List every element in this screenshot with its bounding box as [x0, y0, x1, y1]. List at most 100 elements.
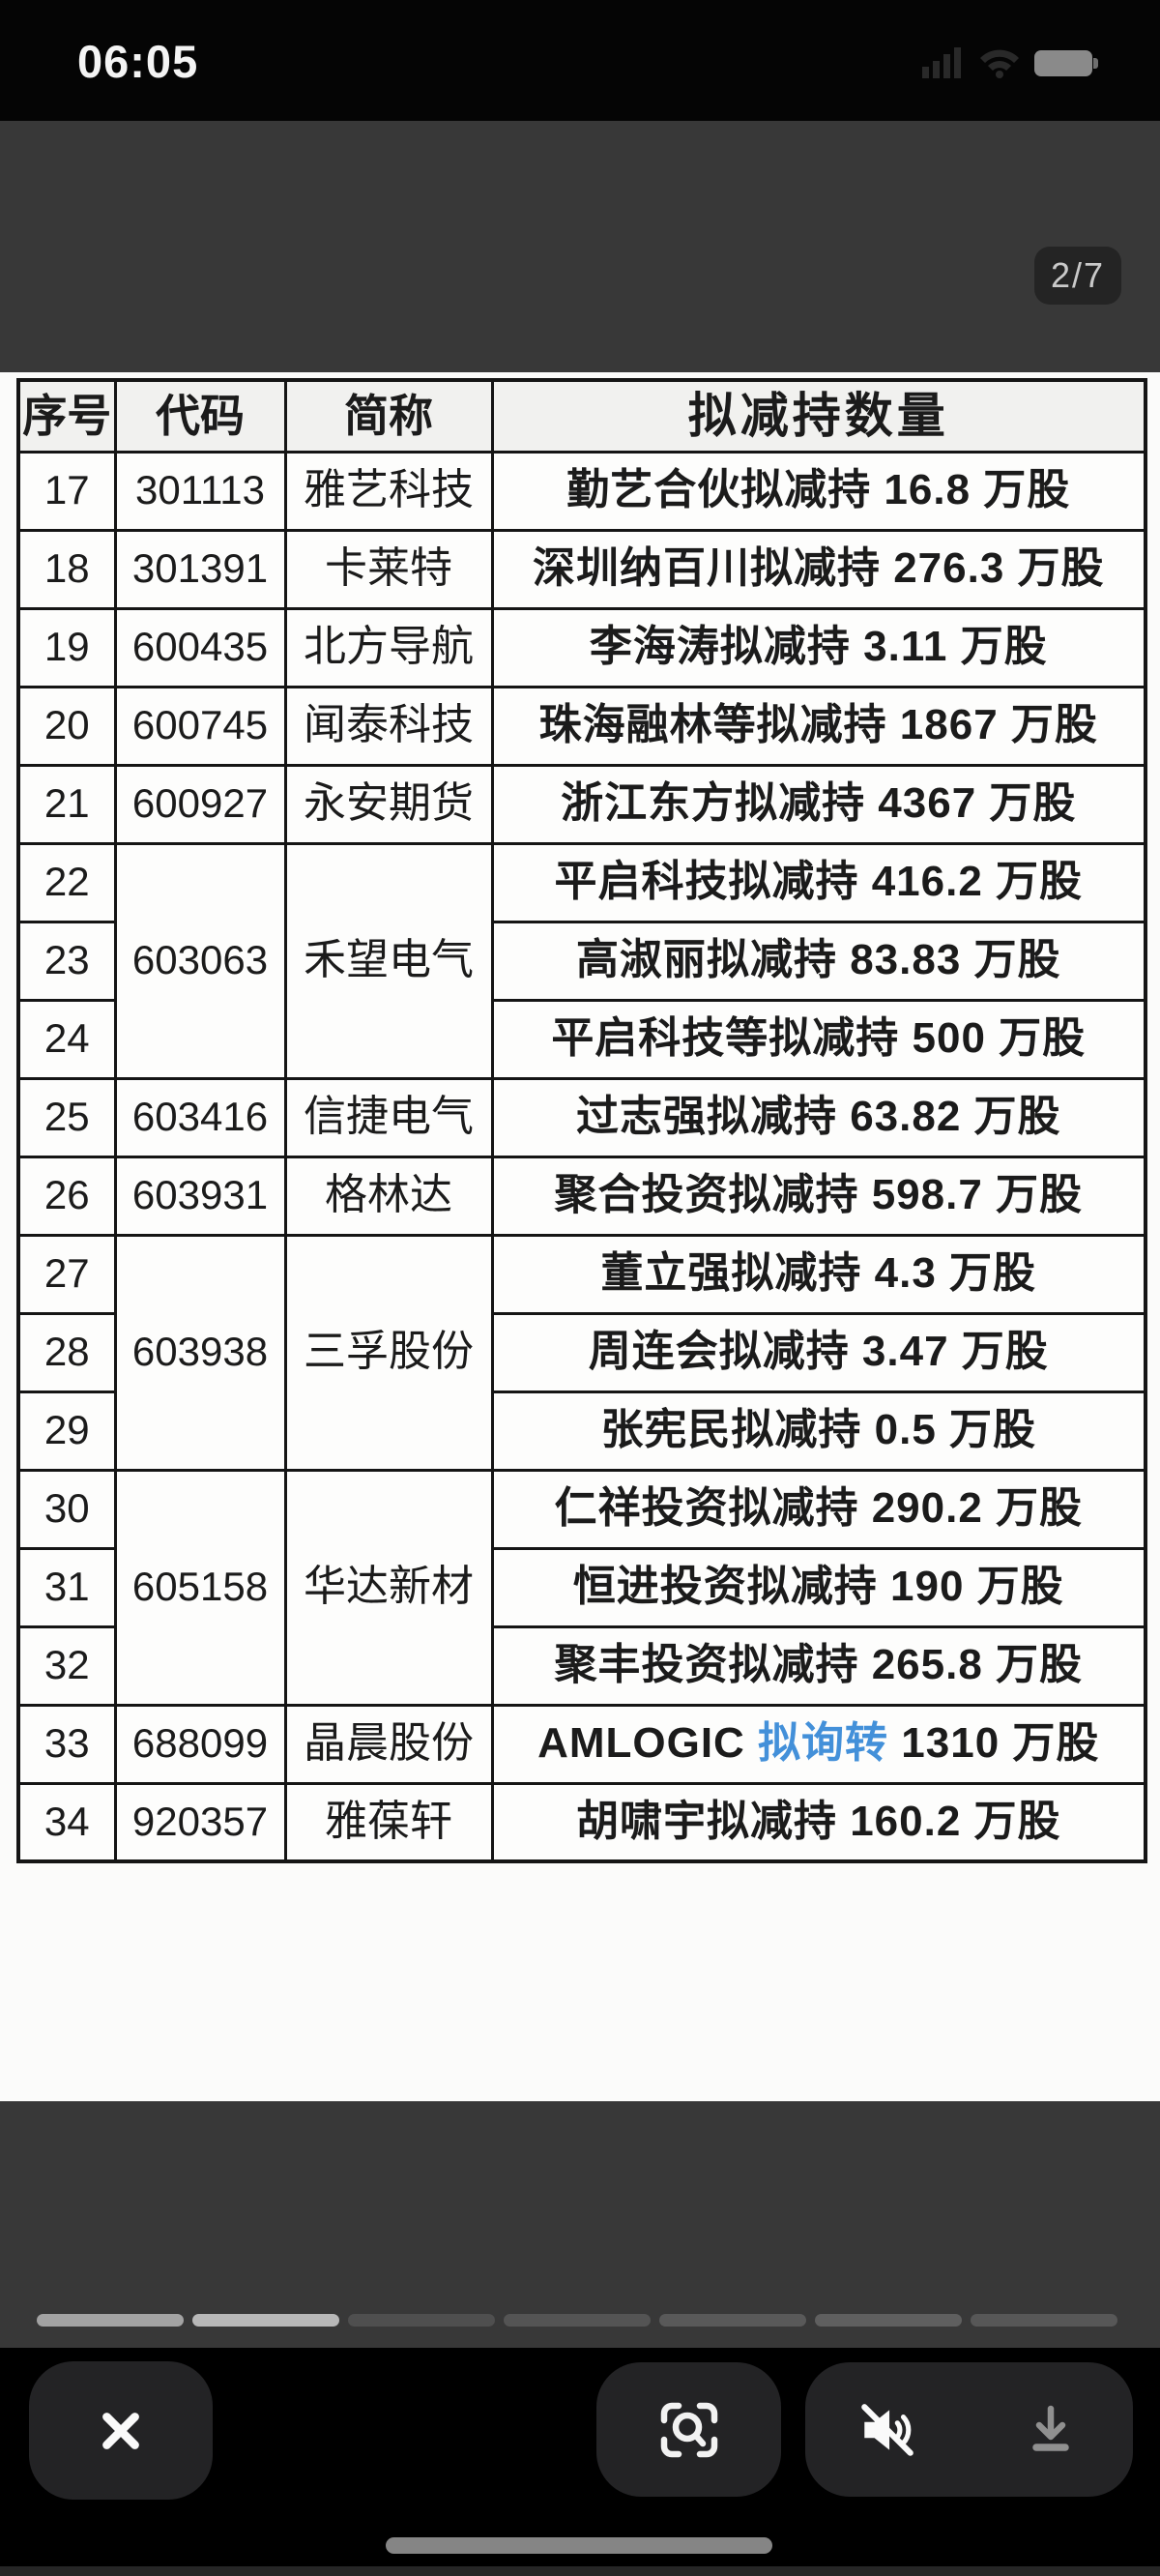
page-progress-segment[interactable] — [37, 2314, 184, 2327]
cell-code: 600745 — [113, 685, 287, 767]
cell-quantity: 勤艺合伙拟减持 16.8 万股 — [490, 450, 1147, 532]
table-row: 17 301113 雅艺科技 勤艺合伙拟减持 16.8 万股 — [16, 450, 1147, 532]
close-icon — [102, 2412, 139, 2449]
status-icons — [920, 39, 1098, 87]
cell-code-merged: 605158 — [113, 1468, 287, 1707]
cell-quantity: 珠海融林等拟减持 1867 万股 — [490, 685, 1147, 767]
battery-icon — [1034, 49, 1098, 76]
cell-code: 301391 — [113, 528, 287, 610]
bottom-control-bar — [0, 2348, 1160, 2576]
cell-quantity: 过志强拟减持 63.82 万股 — [490, 1076, 1147, 1158]
cell-code: 600435 — [113, 606, 287, 688]
table-row: 26 603931 格林达 聚合投资拟减持 598.7 万股 — [16, 1155, 1147, 1237]
wifi-icon — [980, 49, 1019, 78]
cell-code: 600927 — [113, 763, 287, 845]
cell-name: 闻泰科技 — [283, 685, 494, 767]
cell-seq: 32 — [16, 1625, 117, 1707]
cell-seq: 23 — [16, 920, 117, 1002]
cell-code-merged: 603938 — [113, 1233, 287, 1472]
table-row: 23 高淑丽拟减持 83.83 万股 — [16, 920, 1147, 1002]
status-bar: 06:05 — [0, 0, 1160, 121]
close-button[interactable] — [29, 2361, 213, 2500]
image-search-icon — [660, 2402, 717, 2457]
cell-quantity: 周连会拟减持 3.47 万股 — [490, 1311, 1147, 1393]
table-row: 32 聚丰投资拟减持 265.8 万股 — [16, 1625, 1147, 1707]
cell-quantity: 聚合投资拟减持 598.7 万股 — [490, 1155, 1147, 1237]
cell-seq: 31 — [16, 1546, 117, 1628]
page-progress — [37, 2314, 1117, 2327]
cell-seq: 17 — [16, 450, 117, 532]
cell-name: 永安期货 — [283, 763, 494, 845]
table-row: 24 平启科技等拟减持 500 万股 — [16, 998, 1147, 1080]
cell-seq: 19 — [16, 606, 117, 688]
table-row: 30 605158 华达新材 仁祥投资拟减持 290.2 万股 — [16, 1468, 1147, 1707]
cell-quantity: 聚丰投资拟减持 265.8 万股 — [490, 1625, 1147, 1707]
column-header-name: 简称 — [283, 378, 494, 454]
image-search-button[interactable] — [596, 2362, 781, 2497]
quantity-highlight-text: 拟询转 — [758, 1719, 889, 1768]
table-row: 31 恒进投资拟减持 190 万股 — [16, 1546, 1147, 1628]
media-actions-group — [805, 2362, 1133, 2497]
cell-quantity: 董立强拟减持 4.3 万股 — [490, 1233, 1147, 1315]
table-header-row: 序号 代码 简称 拟减持数量 — [16, 378, 1147, 454]
stock-table: 序号 代码 简称 拟减持数量 17 301113 雅艺科技 勤艺合伙拟减持 16… — [16, 378, 1147, 1863]
cell-code: 301113 — [113, 450, 287, 532]
page-progress-segment[interactable] — [971, 2314, 1117, 2327]
cell-quantity: 平启科技等拟减持 500 万股 — [490, 998, 1147, 1080]
cell-quantity: 深圳纳百川拟减持 276.3 万股 — [490, 528, 1147, 610]
column-header-seq: 序号 — [16, 378, 117, 454]
table-row: 25 603416 信捷电气 过志强拟减持 63.82 万股 — [16, 1076, 1147, 1158]
cell-quantity: 李海涛拟减持 3.11 万股 — [490, 606, 1147, 688]
cell-name: 格林达 — [283, 1155, 494, 1237]
cell-quantity: 仁祥投资拟减持 290.2 万股 — [490, 1468, 1147, 1550]
cell-quantity: AMLOGIC 拟询转 1310 万股 — [490, 1703, 1147, 1785]
table-row: 19 600435 北方导航 李海涛拟减持 3.11 万股 — [16, 606, 1147, 688]
column-header-quantity: 拟减持数量 — [490, 378, 1147, 454]
cell-name: 雅葆轩 — [283, 1781, 494, 1863]
viewed-image[interactable]: 序号 代码 简称 拟减持数量 17 301113 雅艺科技 勤艺合伙拟减持 16… — [0, 372, 1160, 2101]
table-row: 33 688099 晶晨股份 AMLOGIC 拟询转 1310 万股 — [16, 1703, 1147, 1785]
page-progress-segment[interactable] — [504, 2314, 651, 2327]
cell-seq: 21 — [16, 763, 117, 845]
table-row: 34 920357 雅葆轩 胡啸宇拟减持 160.2 万股 — [16, 1781, 1147, 1863]
quantity-text: 1310 万股 — [888, 1719, 1100, 1768]
cell-quantity: 平启科技拟减持 416.2 万股 — [490, 841, 1147, 923]
cell-seq: 18 — [16, 528, 117, 610]
cell-name: 北方导航 — [283, 606, 494, 688]
navigation-strip — [0, 2566, 1160, 2576]
page-progress-segment[interactable] — [348, 2314, 495, 2327]
cell-quantity: 高淑丽拟减持 83.83 万股 — [490, 920, 1147, 1002]
table-row: 22 603063 禾望电气 平启科技拟减持 416.2 万股 — [16, 841, 1147, 1080]
download-icon — [1032, 2405, 1069, 2451]
table-row: 18 301391 卡莱特 深圳纳百川拟减持 276.3 万股 — [16, 528, 1147, 610]
page-progress-segment[interactable] — [659, 2314, 806, 2327]
page-progress-segment[interactable] — [192, 2314, 339, 2327]
cell-seq: 24 — [16, 998, 117, 1080]
table-row: 29 张宪民拟减持 0.5 万股 — [16, 1390, 1147, 1472]
cell-seq: 34 — [16, 1781, 117, 1863]
table-row: 21 600927 永安期货 浙江东方拟减持 4367 万股 — [16, 763, 1147, 845]
page-progress-segment[interactable] — [815, 2314, 962, 2327]
cell-code: 688099 — [113, 1703, 287, 1785]
quantity-text: AMLOGIC — [537, 1719, 759, 1768]
cell-code: 603416 — [113, 1076, 287, 1158]
cell-name: 卡莱特 — [283, 528, 494, 610]
cell-seq: 29 — [16, 1390, 117, 1472]
cell-seq: 20 — [16, 685, 117, 767]
cell-seq: 28 — [16, 1311, 117, 1393]
viewer-letterbox-top[interactable]: 2/7 — [0, 121, 1160, 372]
download-button[interactable] — [993, 2372, 1109, 2488]
cell-name-merged: 三孚股份 — [283, 1233, 494, 1472]
mute-button[interactable] — [829, 2372, 945, 2488]
cell-name: 雅艺科技 — [283, 450, 494, 532]
cell-name-merged: 华达新材 — [283, 1468, 494, 1707]
cell-name: 晶晨股份 — [283, 1703, 494, 1785]
table-row: 27 603938 三孚股份 董立强拟减持 4.3 万股 — [16, 1233, 1147, 1472]
cell-quantity: 胡啸宇拟减持 160.2 万股 — [490, 1781, 1147, 1863]
cell-name: 信捷电气 — [283, 1076, 494, 1158]
home-indicator[interactable] — [386, 2537, 772, 2554]
table-row: 20 600745 闻泰科技 珠海融林等拟减持 1867 万股 — [16, 685, 1147, 767]
cell-seq: 26 — [16, 1155, 117, 1237]
viewer-letterbox-bottom[interactable] — [0, 2101, 1160, 2348]
cell-code: 920357 — [113, 1781, 287, 1863]
